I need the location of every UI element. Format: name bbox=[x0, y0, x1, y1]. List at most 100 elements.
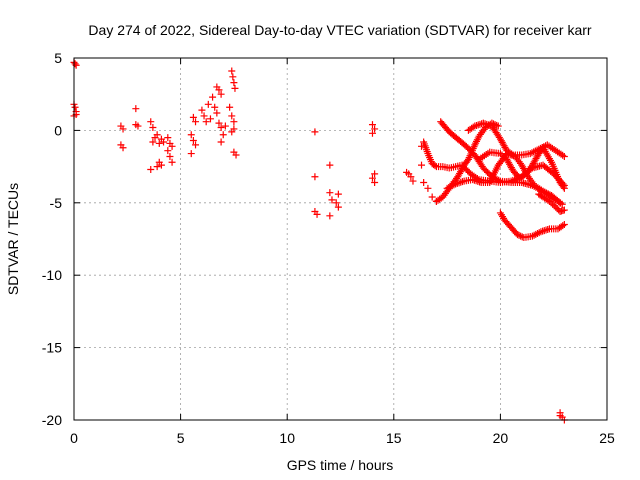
data-point-marker bbox=[164, 134, 172, 142]
data-point-marker bbox=[228, 112, 236, 120]
data-point-marker bbox=[368, 129, 376, 137]
data-point-marker bbox=[495, 176, 503, 184]
data-point-marker bbox=[560, 221, 568, 229]
data-point-marker bbox=[219, 131, 227, 139]
data-point-marker bbox=[311, 173, 319, 181]
data-point-marker bbox=[515, 231, 523, 239]
data-point-marker bbox=[560, 184, 568, 192]
plot-frame bbox=[73, 57, 608, 421]
data-point-marker bbox=[164, 147, 172, 155]
data-point-marker bbox=[160, 138, 168, 146]
data-point-marker bbox=[71, 103, 79, 111]
data-point-marker bbox=[311, 128, 319, 136]
x-axis-tick-labels: 0 5 10 15 20 25 bbox=[70, 430, 615, 446]
data-point-marker bbox=[228, 128, 236, 136]
y-axis-tick-labels: 5 0 -5 -10 -15 -20 bbox=[42, 50, 62, 428]
data-point-marker bbox=[428, 193, 436, 201]
data-point-marker bbox=[215, 86, 223, 94]
data-point-marker bbox=[556, 412, 564, 420]
data-point-marker bbox=[450, 181, 458, 189]
series-track-E bbox=[443, 150, 564, 207]
data-point-marker bbox=[192, 118, 200, 126]
data-point-marker bbox=[424, 184, 432, 192]
data-point-marker bbox=[189, 113, 197, 121]
data-point-marker bbox=[204, 100, 212, 108]
x-tick-label: 5 bbox=[177, 430, 185, 446]
data-point-marker bbox=[559, 151, 567, 159]
y-tick-label: -5 bbox=[50, 195, 63, 211]
x-tick-label: 15 bbox=[386, 430, 402, 446]
data-point-marker bbox=[221, 122, 229, 130]
y-tick-label: 5 bbox=[54, 50, 62, 66]
data-point-marker bbox=[230, 79, 238, 87]
data-point-marker bbox=[535, 229, 543, 237]
series-track-G bbox=[496, 209, 568, 242]
data-point-marker bbox=[119, 144, 127, 152]
y-axis-title: SDTVAR / TECUs bbox=[5, 183, 21, 295]
data-point-marker bbox=[368, 174, 376, 182]
x-tick-label: 0 bbox=[70, 430, 78, 446]
data-point-marker bbox=[168, 158, 176, 166]
y-tick-label: 0 bbox=[54, 122, 62, 138]
series-track-H bbox=[535, 190, 568, 215]
data-point-marker bbox=[326, 212, 334, 220]
data-point-marker bbox=[368, 121, 376, 129]
data-point-marker bbox=[494, 122, 502, 130]
data-point-marker bbox=[332, 199, 340, 207]
data-point-marker bbox=[209, 93, 217, 101]
data-point-marker bbox=[556, 199, 564, 207]
data-point-marker bbox=[166, 152, 174, 160]
data-point-marker bbox=[149, 138, 157, 146]
data-point-marker bbox=[420, 179, 428, 187]
data-point-marker bbox=[431, 162, 439, 170]
data-point-marker bbox=[217, 138, 225, 146]
data-point-marker bbox=[213, 109, 221, 117]
data-point-marker bbox=[328, 196, 336, 204]
data-point-marker bbox=[493, 121, 501, 129]
data-point-marker bbox=[469, 123, 477, 131]
data-point-marker bbox=[334, 190, 342, 198]
chart-title: Day 274 of 2022, Sidereal Day-to-day VTE… bbox=[88, 22, 591, 38]
data-point-marker bbox=[157, 161, 165, 169]
data-point-marker bbox=[326, 161, 334, 169]
data-point-marker bbox=[513, 231, 521, 239]
data-point-marker bbox=[228, 67, 236, 75]
data-point-marker bbox=[217, 124, 225, 132]
data-point-marker bbox=[187, 131, 195, 139]
x-tick-label: 25 bbox=[599, 430, 615, 446]
series-track-F bbox=[475, 144, 568, 192]
data-point-marker bbox=[198, 106, 206, 114]
data-point-marker bbox=[147, 165, 155, 173]
y-tick-label: -10 bbox=[42, 267, 62, 283]
data-point-marker bbox=[313, 210, 321, 218]
data-point-marker bbox=[560, 206, 568, 214]
data-point-marker bbox=[211, 103, 219, 111]
data-point-marker bbox=[71, 60, 79, 68]
data-point-marker bbox=[559, 183, 567, 191]
data-point-marker bbox=[215, 119, 223, 127]
data-points bbox=[70, 58, 568, 424]
data-point-marker bbox=[555, 198, 563, 206]
data-point-marker bbox=[371, 170, 379, 178]
data-point-marker bbox=[206, 115, 214, 123]
x-tick-label: 10 bbox=[279, 430, 295, 446]
data-point-marker bbox=[407, 173, 415, 181]
data-point-marker bbox=[153, 163, 161, 171]
data-point-marker bbox=[189, 137, 197, 145]
data-point-marker bbox=[132, 105, 140, 113]
data-point-marker bbox=[153, 131, 161, 139]
data-point-marker bbox=[200, 112, 208, 120]
data-point-marker bbox=[217, 90, 225, 98]
data-point-marker bbox=[202, 118, 210, 126]
data-point-marker bbox=[187, 150, 195, 158]
x-tick-label: 20 bbox=[493, 430, 509, 446]
data-point-marker bbox=[371, 125, 379, 133]
x-axis-title: GPS time / hours bbox=[287, 457, 394, 473]
data-point-marker bbox=[560, 152, 568, 160]
y-tick-label: -15 bbox=[42, 340, 62, 356]
data-point-marker bbox=[119, 125, 127, 133]
data-point-marker bbox=[371, 179, 379, 187]
data-point-marker bbox=[232, 151, 240, 159]
